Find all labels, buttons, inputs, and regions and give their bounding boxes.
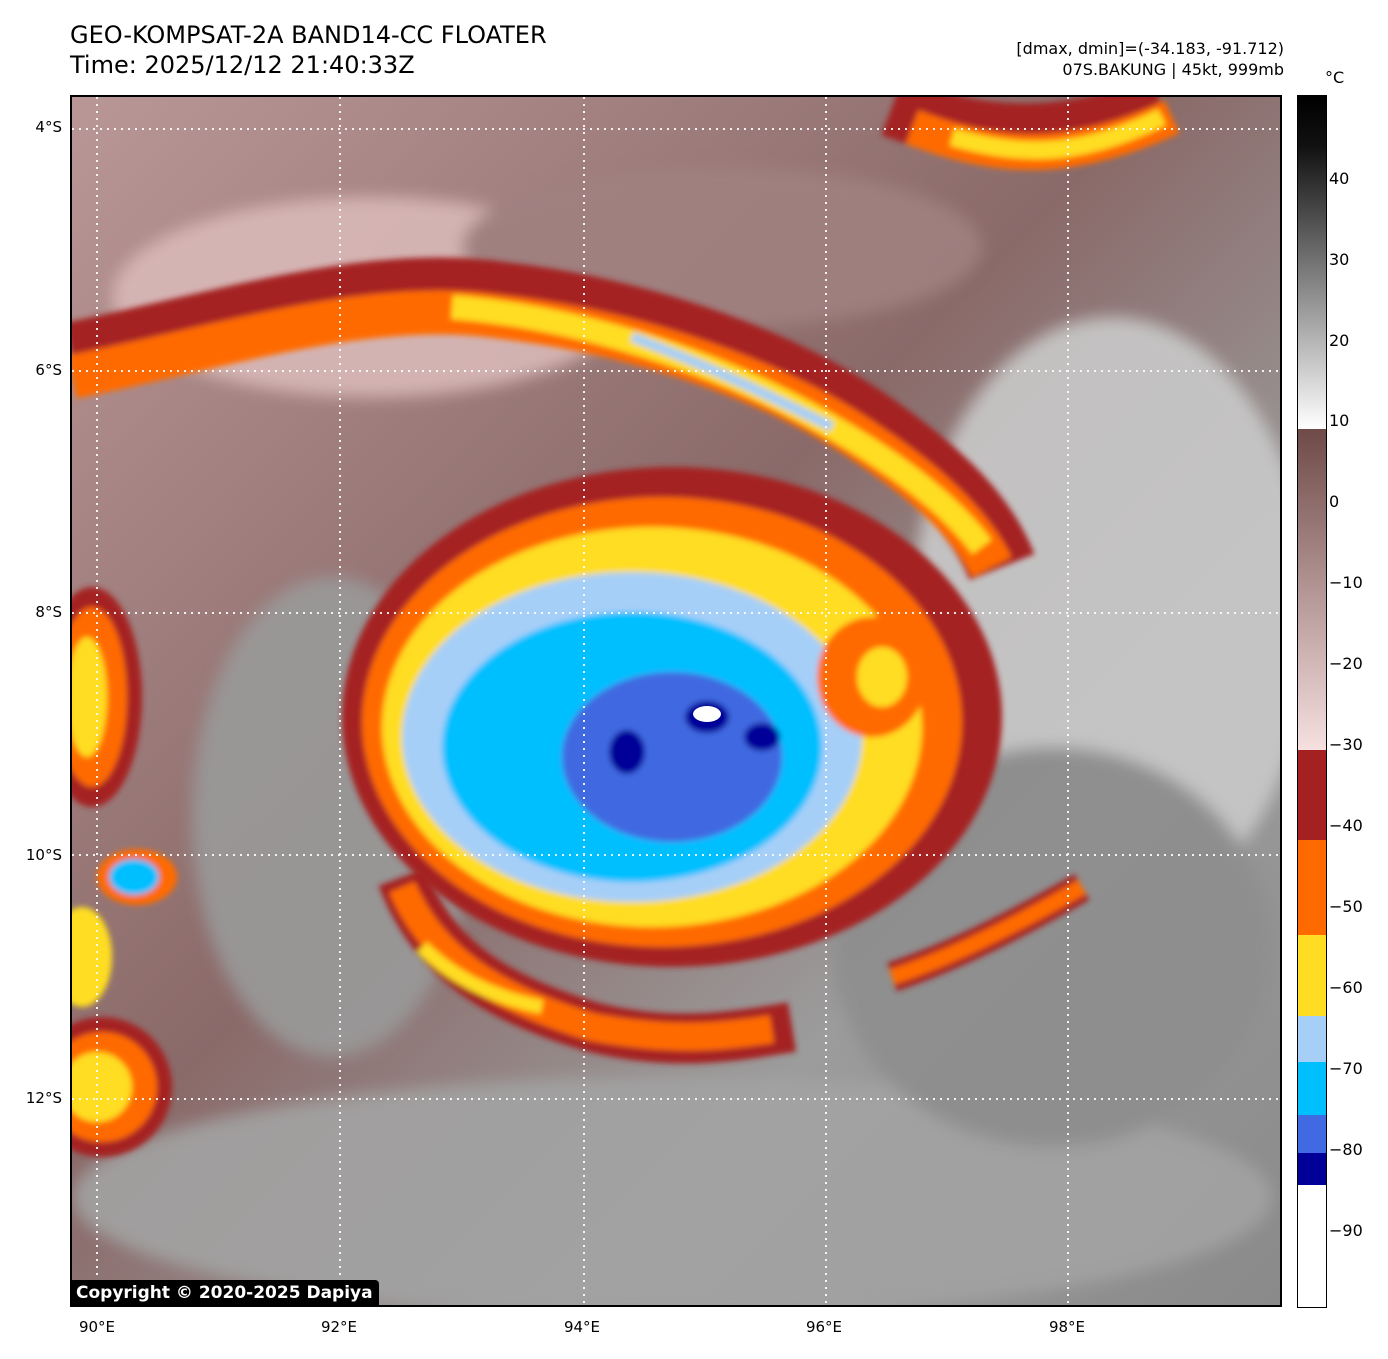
lat-label-8s: 8°S [35,603,62,621]
lat-label-12s: 12°S [25,1089,62,1107]
colorbar-gradient [1298,96,1326,1307]
lon-label-94e: 94°E [563,1318,601,1336]
colorbar-tick-m30: −30 [1329,735,1363,754]
lon-label-98e: 98°E [1048,1318,1086,1336]
colorbar-tick-0: 0 [1329,492,1340,511]
satellite-image [70,95,1282,1307]
lat-label-4s: 4°S [35,118,62,136]
lon-label-92e: 92°E [320,1318,358,1336]
colorbar-unit: °C [1325,68,1345,87]
copyright-badge: Copyright © 2020-2025 Dapiya [70,1280,379,1307]
lon-label-90e: 90°E [78,1318,116,1336]
storm-info: [dmax, dmin]=(-34.183, -91.712) 07S.BAKU… [1016,38,1284,80]
colorbar-tick-m70: −70 [1329,1059,1363,1078]
lon-label-96e: 96°E [805,1318,843,1336]
colorbar-tick-m60: −60 [1329,978,1363,997]
ir-imagery [72,97,1280,1305]
title-line-2: Time: 2025/12/12 21:40:33Z [70,51,415,79]
colorbar-tick-40: 40 [1329,169,1350,188]
colorbar-tick-m20: −20 [1329,654,1363,673]
dmax-dmin-label: [dmax, dmin]=(-34.183, -91.712) [1016,39,1284,58]
lat-label-6s: 6°S [35,361,62,379]
colorbar-tick-m10: −10 [1329,573,1363,592]
colorbar-tick-m40: −40 [1329,816,1363,835]
colorbar-tick-m80: −80 [1329,1140,1363,1159]
chart-title: GEO-KOMPSAT-2A BAND14-CC FLOATER Time: 2… [70,20,547,80]
storm-name-label: 07S.BAKUNG | 45kt, 999mb [1062,60,1284,79]
lat-label-10s: 10°S [25,846,62,864]
colorbar-tick-10: 10 [1329,411,1350,430]
colorbar-tick-30: 30 [1329,250,1350,269]
title-line-1: GEO-KOMPSAT-2A BAND14-CC FLOATER [70,21,547,49]
colorbar-tick-m50: −50 [1329,897,1363,916]
colorbar [1297,95,1327,1308]
colorbar-tick-m90: −90 [1329,1221,1363,1240]
colorbar-tick-20: 20 [1329,331,1350,350]
